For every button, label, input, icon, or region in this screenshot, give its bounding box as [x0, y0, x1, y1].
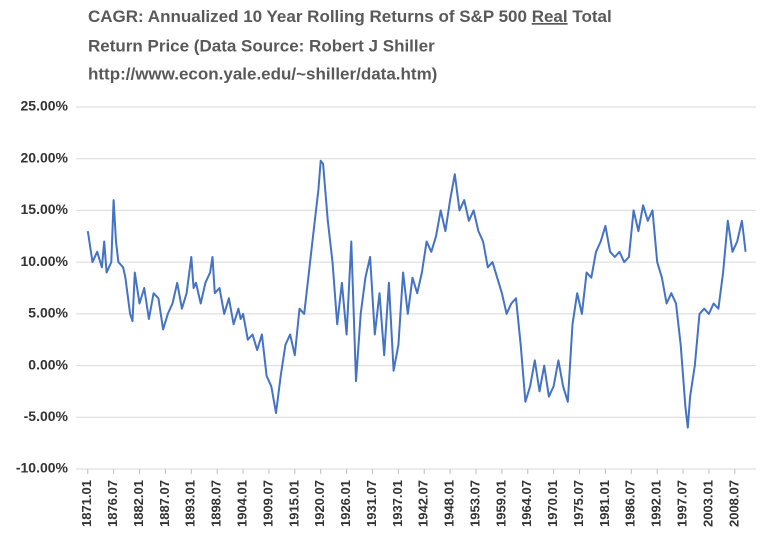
data-line — [86, 159, 747, 429]
x-tick-label: 1964.07 — [519, 480, 534, 527]
y-tick-label: 25.00% — [21, 98, 69, 114]
x-tick-label: 1975.07 — [571, 480, 586, 527]
y-tick-label: 0.00% — [28, 356, 68, 372]
y-tick-label: -5.00% — [24, 408, 69, 424]
x-tick-label: 1970.01 — [545, 480, 560, 527]
x-tick-label: 1871.01 — [79, 480, 94, 527]
x-tick-label: 1909.07 — [260, 480, 275, 527]
x-tick-label: 1915.01 — [286, 480, 301, 527]
title-part: Total — [572, 7, 611, 26]
x-tick-label: 1887.07 — [157, 480, 172, 527]
y-tick-label: -10.00% — [16, 460, 69, 476]
x-tick-label: 1920.07 — [312, 480, 327, 527]
x-tick-label: 1986.07 — [623, 480, 638, 527]
title-part: CAGR: Annualized 10 Year Rolling Returns… — [88, 7, 527, 26]
chart-title: CAGR: Annualized 10 Year Rolling Returns… — [88, 7, 612, 26]
y-tick-label: 20.00% — [21, 149, 69, 165]
x-tick-label: 1948.01 — [442, 480, 457, 527]
x-tick-label: 1882.01 — [131, 480, 146, 527]
x-tick-label: 1997.07 — [674, 480, 689, 527]
x-tick-label: 1893.01 — [183, 480, 198, 527]
x-tick-label: 1876.07 — [105, 480, 120, 527]
y-tick-label: 15.00% — [21, 201, 69, 217]
title-part: Real — [532, 7, 568, 26]
x-tick-label: 1926.01 — [338, 480, 353, 527]
x-tick-label: 1898.07 — [209, 480, 224, 527]
x-tick-label: 1942.07 — [416, 480, 431, 527]
x-tick-label: 1981.01 — [597, 480, 612, 527]
chart-title: http://www.econ.yale.edu/~shiller/data.h… — [88, 64, 437, 83]
x-tick-label: 2003.01 — [700, 480, 715, 527]
y-tick-label: 10.00% — [21, 253, 69, 269]
chart-title: Return Price (Data Source: Robert J Shil… — [88, 36, 435, 55]
x-tick-label: 1931.07 — [364, 480, 379, 527]
x-tick-label: 1904.01 — [234, 480, 249, 527]
x-tick-label: 1992.01 — [649, 480, 664, 527]
x-tick-label: 2008.07 — [726, 480, 741, 527]
x-tick-label: 1937.01 — [390, 480, 405, 527]
x-tick-label: 1953.07 — [467, 480, 482, 527]
x-tick-label: 1959.01 — [493, 480, 508, 527]
y-tick-label: 5.00% — [28, 305, 68, 321]
